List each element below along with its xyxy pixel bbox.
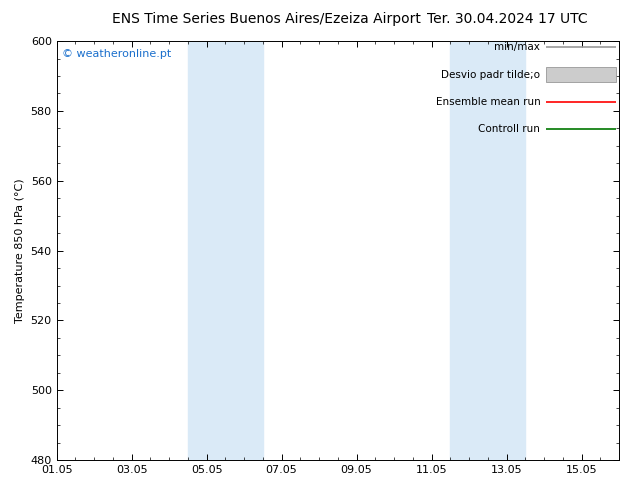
- Text: Ter. 30.04.2024 17 UTC: Ter. 30.04.2024 17 UTC: [427, 12, 588, 26]
- Bar: [450, 41, 526, 460]
- Bar: [546, 67, 616, 82]
- Text: Ensemble mean run: Ensemble mean run: [436, 97, 540, 107]
- Text: Desvio padr tilde;o: Desvio padr tilde;o: [441, 70, 540, 79]
- Text: Controll run: Controll run: [479, 124, 540, 134]
- Bar: [188, 41, 263, 460]
- Text: © weatheronline.pt: © weatheronline.pt: [62, 49, 172, 59]
- Text: ENS Time Series Buenos Aires/Ezeiza Airport: ENS Time Series Buenos Aires/Ezeiza Airp…: [112, 12, 421, 26]
- Text: min/max: min/max: [495, 42, 540, 52]
- Y-axis label: Temperature 850 hPa (°C): Temperature 850 hPa (°C): [15, 178, 25, 323]
